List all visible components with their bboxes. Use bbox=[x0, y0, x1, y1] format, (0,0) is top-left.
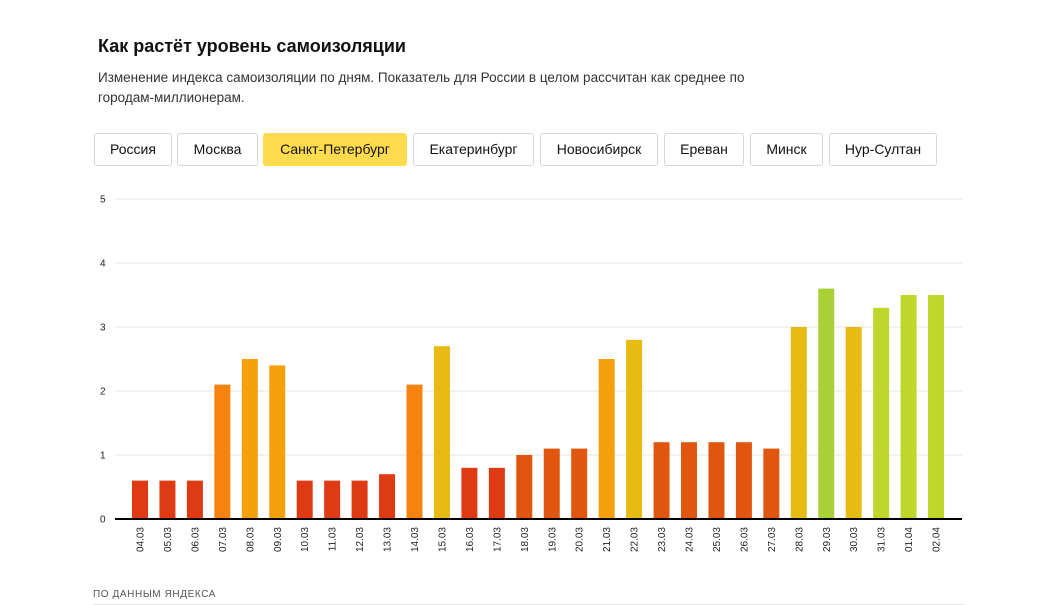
x-axis: 04.03 05.03 06.03 07.03 08.03 09.03 10.03 11.03… bbox=[115, 518, 962, 552]
bar-14.03 bbox=[406, 384, 423, 519]
x-tick-label: 24.03 bbox=[685, 527, 696, 552]
bar-16.03 bbox=[461, 467, 478, 519]
bar-28.03 bbox=[790, 327, 807, 519]
x-tick-label: 04.03 bbox=[136, 527, 147, 552]
bar-17.03 bbox=[488, 467, 505, 519]
bar-12.03 bbox=[351, 480, 368, 519]
x-tick-label: 08.03 bbox=[245, 527, 256, 552]
bar-04.03 bbox=[132, 480, 148, 519]
x-tick-label: 09.03 bbox=[273, 527, 284, 552]
x-tick-label: 15.03 bbox=[437, 527, 448, 552]
tab-saint-petersburg[interactable]: Санкт-Петербург bbox=[263, 133, 407, 166]
bar-06.03 bbox=[186, 480, 203, 519]
x-tick-label: 05.03 bbox=[163, 527, 174, 552]
bar-chart: 0 1 2 3 4 5 04.03 05.03 06.03 07.03 08.03 09.03 10.… bbox=[100, 195, 962, 552]
y-tick-label: 4 bbox=[100, 259, 106, 270]
x-tick-label: 28.03 bbox=[794, 527, 805, 552]
bar-11.03 bbox=[324, 480, 341, 519]
tab-yekaterinburg[interactable]: Екатеринбург bbox=[413, 133, 534, 166]
bar-07.03 bbox=[214, 384, 231, 519]
bar-19.03 bbox=[543, 448, 560, 519]
bar-27.03 bbox=[763, 448, 780, 519]
bar-20.03 bbox=[571, 448, 588, 519]
y-tick-label: 2 bbox=[100, 387, 106, 398]
x-tick-label: 06.03 bbox=[190, 527, 201, 552]
x-tick-label: 17.03 bbox=[492, 527, 503, 552]
bar-31.03 bbox=[873, 307, 890, 519]
tab-novosibirsk[interactable]: Новосибирск bbox=[540, 133, 658, 166]
x-tick-label: 14.03 bbox=[410, 527, 421, 552]
x-tick-label: 11.03 bbox=[328, 527, 339, 552]
bar-02.04 bbox=[928, 295, 945, 519]
bar-10.03 bbox=[296, 480, 313, 519]
bar-26.03 bbox=[735, 442, 752, 519]
x-tick-label: 30.03 bbox=[849, 527, 860, 552]
x-tick-label: 16.03 bbox=[465, 527, 476, 552]
x-tick-label: 26.03 bbox=[739, 527, 750, 552]
bar-21.03 bbox=[598, 359, 615, 519]
x-tick-label: 07.03 bbox=[218, 527, 229, 552]
chart-bars bbox=[132, 288, 945, 519]
x-tick-label: 21.03 bbox=[602, 527, 613, 552]
x-tick-label: 12.03 bbox=[355, 527, 366, 552]
chart-subtitle: Изменение индекса самоизоляции по дням. … bbox=[98, 70, 745, 105]
x-tick-label: 13.03 bbox=[383, 527, 394, 552]
source-note: ПО ДАННЫМ ЯНДЕКСА bbox=[93, 589, 217, 600]
x-tick-label: 23.03 bbox=[657, 527, 668, 552]
bar-05.03 bbox=[159, 480, 176, 519]
tab-yerevan[interactable]: Ереван bbox=[664, 133, 744, 166]
bar-25.03 bbox=[708, 442, 725, 519]
x-tick-label: 20.03 bbox=[575, 527, 586, 552]
bar-23.03 bbox=[653, 442, 670, 519]
x-tick-label: 01.04 bbox=[904, 527, 915, 552]
x-tick-label: 10.03 bbox=[300, 527, 311, 552]
x-tick-label: 02.04 bbox=[932, 527, 943, 552]
bar-30.03 bbox=[845, 327, 862, 519]
bar-29.03 bbox=[818, 288, 835, 519]
x-tick-label: 27.03 bbox=[767, 527, 778, 552]
x-tick-label: 19.03 bbox=[547, 527, 558, 552]
x-tick-label: 31.03 bbox=[877, 527, 888, 552]
x-tick-label: 25.03 bbox=[712, 527, 723, 552]
chart-title: Как растёт уровень самоизоляции bbox=[98, 36, 406, 56]
bar-22.03 bbox=[626, 339, 643, 519]
y-tick-label: 5 bbox=[100, 195, 106, 206]
bar-24.03 bbox=[681, 442, 697, 519]
y-tick-label: 1 bbox=[100, 451, 106, 462]
bar-01.04 bbox=[900, 295, 917, 519]
x-tick-label: 29.03 bbox=[822, 527, 833, 552]
bar-13.03 bbox=[379, 474, 396, 519]
tab-moscow[interactable]: Москва bbox=[177, 133, 258, 166]
tab-minsk[interactable]: Минск bbox=[750, 133, 823, 166]
bar-09.03 bbox=[269, 365, 286, 519]
bar-15.03 bbox=[433, 346, 450, 519]
y-axis: 0 1 2 3 4 5 bbox=[100, 195, 106, 526]
tab-russia[interactable]: Россия bbox=[94, 133, 172, 166]
bar-18.03 bbox=[516, 455, 533, 519]
y-tick-label: 3 bbox=[100, 323, 106, 334]
tab-nur-sultan[interactable]: Нур-Султан bbox=[829, 133, 937, 166]
y-tick-label: 0 bbox=[100, 515, 106, 526]
bar-08.03 bbox=[241, 359, 258, 519]
x-tick-label: 18.03 bbox=[520, 527, 531, 552]
x-tick-label: 22.03 bbox=[630, 527, 641, 552]
